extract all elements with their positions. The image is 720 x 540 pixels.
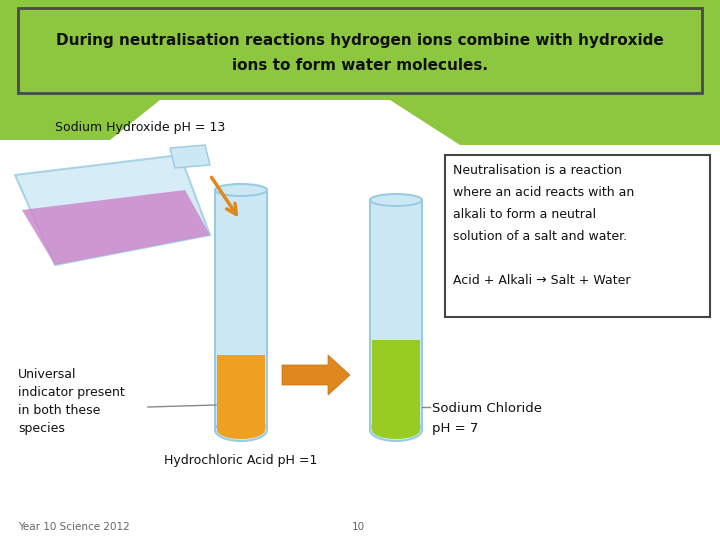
Text: Year 10 Science 2012: Year 10 Science 2012 <box>18 522 130 532</box>
Ellipse shape <box>217 421 265 439</box>
Text: alkali to form a neutral: alkali to form a neutral <box>453 208 596 221</box>
Text: where an acid reacts with an: where an acid reacts with an <box>453 186 634 199</box>
FancyBboxPatch shape <box>215 190 267 430</box>
Polygon shape <box>170 145 210 168</box>
Bar <box>0 0 720 100</box>
FancyBboxPatch shape <box>370 200 422 430</box>
Polygon shape <box>15 155 210 265</box>
Text: Hydrochloric Acid pH =1: Hydrochloric Acid pH =1 <box>164 454 318 467</box>
Polygon shape <box>0 100 160 140</box>
Ellipse shape <box>372 421 420 439</box>
Text: Universal
indicator present
in both these
species: Universal indicator present in both thes… <box>18 368 125 435</box>
Bar <box>372 340 420 430</box>
Text: solution of a salt and water.: solution of a salt and water. <box>453 231 627 244</box>
Ellipse shape <box>370 194 422 206</box>
Ellipse shape <box>215 184 267 196</box>
Text: Neutralisation is a reaction: Neutralisation is a reaction <box>453 165 622 178</box>
Ellipse shape <box>370 419 422 441</box>
Text: Sodium Hydroxide pH = 13: Sodium Hydroxide pH = 13 <box>55 122 225 134</box>
Bar <box>445 155 710 317</box>
FancyBboxPatch shape <box>18 8 702 93</box>
Polygon shape <box>22 190 210 265</box>
Polygon shape <box>390 100 720 145</box>
Ellipse shape <box>215 419 267 441</box>
Bar <box>217 355 265 430</box>
Text: During neutralisation reactions hydrogen ions combine with hydroxide: During neutralisation reactions hydrogen… <box>56 32 664 48</box>
Text: ions to form water molecules.: ions to form water molecules. <box>232 57 488 72</box>
Text: Sodium Chloride
pH = 7: Sodium Chloride pH = 7 <box>432 402 542 435</box>
Polygon shape <box>282 355 350 395</box>
Text: Acid + Alkali → Salt + Water: Acid + Alkali → Salt + Water <box>453 274 631 287</box>
Text: 10: 10 <box>351 522 364 532</box>
